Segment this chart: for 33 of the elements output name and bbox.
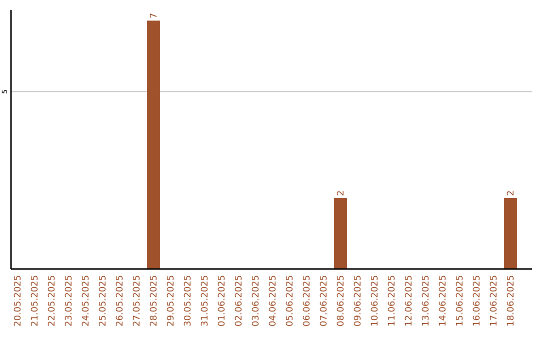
data-label: 2 xyxy=(336,190,346,196)
x-tick-label: 17.06.2025 xyxy=(490,275,500,327)
x-tick-label: 08.06.2025 xyxy=(336,275,346,327)
x-tick-label: 02.06.2025 xyxy=(234,275,244,327)
x-tick-label: 30.05.2025 xyxy=(184,275,194,327)
x-tick-label: 22.05.2025 xyxy=(48,275,58,327)
x-tick-label: 12.06.2025 xyxy=(404,275,414,327)
x-tick-label: 28.05.2025 xyxy=(150,275,160,327)
x-tick-label: 20.05.2025 xyxy=(14,275,24,327)
x-tick-label: 07.06.2025 xyxy=(320,275,330,327)
x-tick-label: 16.06.2025 xyxy=(472,275,482,327)
x-tick-label: 05.06.2025 xyxy=(286,275,296,327)
x-tick-label: 31.05.2025 xyxy=(200,275,210,327)
x-tick-label: 23.05.2025 xyxy=(64,275,74,327)
x-tick-label: 13.06.2025 xyxy=(422,275,432,327)
x-tick-label: 11.06.2025 xyxy=(388,275,398,327)
x-tick-label: 15.06.2025 xyxy=(456,275,466,327)
x-tick-label: 09.06.2025 xyxy=(354,275,364,327)
x-tick-label: 24.05.2025 xyxy=(82,275,92,327)
x-tick-label: 06.06.2025 xyxy=(302,275,312,327)
x-tick-label: 29.05.2025 xyxy=(166,275,176,327)
x-tick-label: 01.06.2025 xyxy=(218,275,228,327)
x-tick-label: 04.06.2025 xyxy=(268,275,278,327)
x-tick-label: 26.05.2025 xyxy=(116,275,126,327)
x-tick-label: 03.06.2025 xyxy=(252,275,262,327)
x-tick-label: 10.06.2025 xyxy=(370,275,380,327)
x-tick-label: 21.05.2025 xyxy=(30,275,40,327)
x-tick-label: 18.06.2025 xyxy=(506,275,516,327)
x-tick-label: 27.05.2025 xyxy=(132,275,142,327)
x-tick-label: 14.06.2025 xyxy=(438,275,448,327)
x-tick-label: 25.05.2025 xyxy=(98,275,108,327)
data-label: 2 xyxy=(506,190,516,196)
data-label: 7 xyxy=(150,12,160,19)
